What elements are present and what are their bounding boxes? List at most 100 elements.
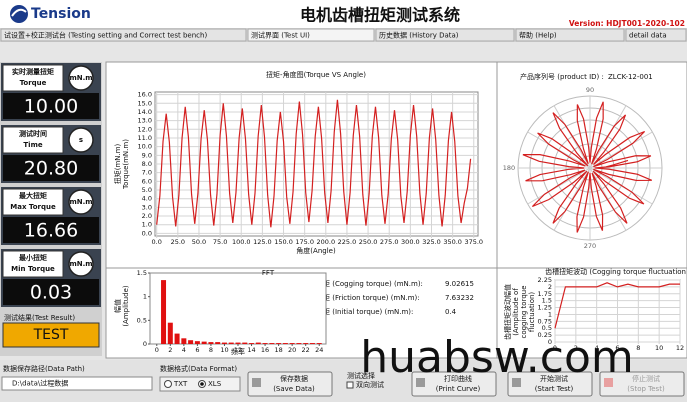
- x-tick-label: 325.0: [422, 238, 441, 246]
- y-tick-label: 6.0: [142, 177, 152, 185]
- x-axis-label: 角度(Angle): [296, 246, 336, 255]
- bar: [167, 322, 173, 344]
- readout-label: 最大扭矩: [19, 191, 47, 200]
- y-tick-label: 0.5: [137, 316, 147, 324]
- bar: [235, 342, 241, 344]
- button[interactable]: [507, 371, 593, 397]
- button: [599, 371, 685, 397]
- x-tick-label: 50.0: [192, 238, 206, 246]
- x-tick-label: 10: [655, 344, 663, 352]
- unit-badge: [68, 251, 94, 277]
- x-tick-label: 4: [595, 344, 599, 352]
- polar-line: [522, 101, 653, 233]
- bar: [276, 343, 282, 344]
- theta-tick-label: 90: [586, 86, 594, 94]
- readout-value: 16.66: [24, 220, 78, 242]
- readout-value-box: [3, 279, 99, 305]
- button[interactable]: [411, 371, 497, 397]
- readout-label-en: Max Torque: [10, 203, 56, 211]
- bar: [215, 342, 221, 344]
- bar: [296, 343, 302, 344]
- unit-label: mN.m: [69, 260, 92, 268]
- polar-spoke: [527, 167, 591, 205]
- button-label: 保存数据: [280, 374, 308, 383]
- app-title: 电机齿槽扭矩测试系统: [300, 6, 460, 25]
- readout-label: 实时测量扭矩: [12, 67, 54, 76]
- readout-value: 0.03: [30, 282, 72, 304]
- radio-dot: [200, 382, 204, 386]
- chart-title: 扭矩-角度图(Torque VS Angle): [266, 70, 366, 79]
- result-label: 测试结果(Test Result): [4, 313, 75, 322]
- radio[interactable]: [164, 380, 172, 388]
- tab[interactable]: [247, 28, 375, 42]
- y-tick-label: 14.0: [138, 108, 152, 116]
- tab-label: 试设置+校正测试台 (Testing setting and Correct t…: [4, 31, 207, 40]
- header-bar: [0, 0, 687, 28]
- x-axis-label: 频率: [231, 347, 245, 356]
- tab[interactable]: [375, 28, 515, 42]
- y-tick-label: 2.25: [538, 276, 552, 284]
- polar-spoke: [553, 105, 591, 169]
- x-tick-label: 12: [676, 344, 684, 352]
- tab[interactable]: [515, 28, 625, 42]
- watermark: huabsw.com: [360, 332, 634, 383]
- bar: [194, 341, 200, 344]
- radio-label: TXT: [173, 380, 188, 388]
- bar: [282, 343, 288, 344]
- button-label-en: (Print Curve): [436, 385, 481, 393]
- result-value: TEST: [33, 327, 69, 343]
- unit-label: mN.m: [69, 198, 92, 206]
- y-tick-label: 10.0: [138, 143, 152, 151]
- product-label: 产品序列号 (product ID) :: [520, 72, 604, 81]
- button[interactable]: [247, 371, 333, 397]
- tab[interactable]: [0, 28, 247, 42]
- bar: [228, 342, 234, 344]
- bar: [221, 342, 227, 344]
- tab-label: detail data: [629, 32, 667, 40]
- y-axis-label: 齿槽扭矩波动幅值: [503, 284, 512, 340]
- y-tick-label: 5.0: [142, 186, 152, 194]
- y-tick-label: 1: [143, 293, 147, 301]
- x-tick-label: 200.0: [316, 238, 335, 246]
- x-tick-label: 8: [209, 346, 213, 354]
- bar: [255, 342, 261, 344]
- x-tick-label: 0.0: [152, 238, 162, 246]
- unit-label: s: [79, 136, 83, 144]
- polar-spoke: [553, 167, 591, 231]
- x-tick-label: 350.0: [443, 238, 462, 246]
- y-tick-label: 1.5: [137, 269, 147, 277]
- bar: [262, 343, 268, 344]
- bar: [201, 341, 207, 344]
- checkbox[interactable]: [346, 381, 354, 389]
- y-axis-label: Torque(mN.m): [122, 139, 130, 190]
- y-tick-label: 1.75: [538, 290, 552, 298]
- bar: [208, 342, 214, 344]
- bar: [181, 338, 187, 344]
- y-axis-label: fluctuation): [528, 292, 536, 333]
- button-icon: [512, 378, 521, 387]
- bar: [188, 340, 194, 344]
- y-tick-label: 3.0: [142, 203, 152, 211]
- x-tick-label: 0: [553, 344, 557, 352]
- y-tick-label: 1.5: [542, 297, 552, 305]
- unit-badge: [68, 189, 94, 215]
- x-tick-label: 10: [220, 346, 228, 354]
- bar: [249, 343, 255, 344]
- readout-label-en: Time: [23, 141, 42, 149]
- y-tick-label: 13.0: [138, 117, 152, 125]
- x-tick-label: 18: [274, 346, 282, 354]
- path-input[interactable]: [1, 376, 153, 391]
- logo-text: Tension: [31, 6, 91, 22]
- path-label: 数据保存路径(Data Path): [3, 364, 85, 373]
- tab[interactable]: [625, 28, 687, 42]
- test-select-label: 测试选择: [347, 371, 375, 380]
- x-tick-label: 2: [574, 344, 578, 352]
- product-id: ZLCK-12-001: [608, 73, 653, 81]
- y-tick-label: 0: [143, 340, 147, 348]
- y-tick-label: 1: [548, 310, 552, 318]
- readout-label: 测试时间: [19, 129, 47, 138]
- button-icon: [252, 378, 261, 387]
- button-label: 停止测试: [632, 374, 660, 383]
- x-tick-label: 175.0: [295, 238, 314, 246]
- x-tick-label: 250.0: [359, 238, 378, 246]
